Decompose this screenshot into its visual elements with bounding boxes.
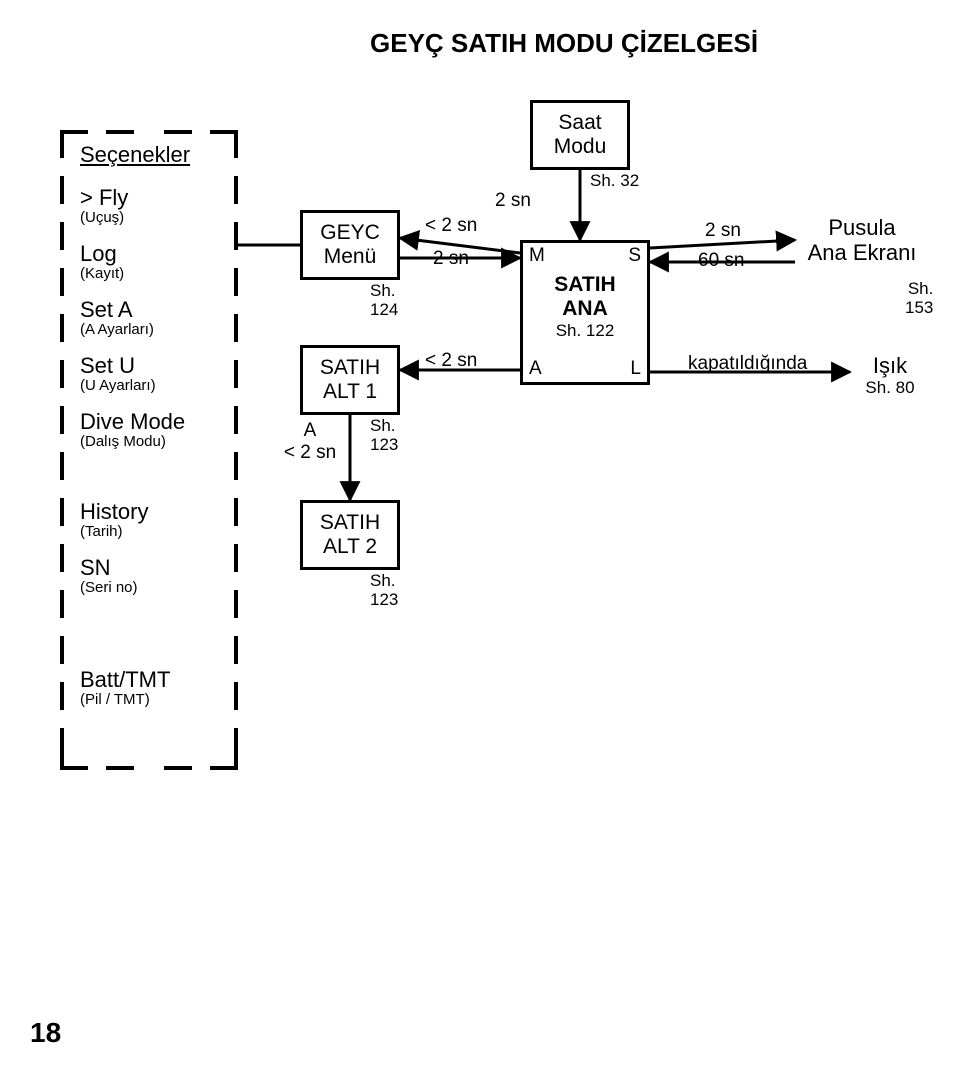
ana-corner-l: L <box>630 358 641 380</box>
option-sub: (Uçuş) <box>80 210 128 227</box>
ana-corner-a: A <box>529 358 542 380</box>
option-sn: SN (Seri no) <box>80 556 138 597</box>
option-fly: > Fly (Uçuş) <box>80 186 128 227</box>
geyc-line1: GEYC <box>303 221 397 245</box>
ana-line1: SATIH <box>523 273 647 297</box>
options-heading: Seçenekler <box>80 142 190 168</box>
ana-line2: ANA <box>523 297 647 321</box>
lbl-geyc-bot: 2 sn <box>433 248 469 270</box>
option-batt: Batt/TMT (Pil / TMT) <box>80 668 170 709</box>
box-satih-alt1: SATIH ALT 1 <box>300 345 400 415</box>
lbl-geyc-top: < 2 sn <box>425 215 477 237</box>
option-dive: Dive Mode (Dalış Modu) <box>80 410 185 451</box>
lbl-isik: kapatıldığında <box>688 353 807 375</box>
option-label: Set A <box>80 297 133 322</box>
option-seta: Set A (A Ayarları) <box>80 298 154 339</box>
pusula-label: Pusula Ana Ekranı <box>797 215 927 266</box>
option-sub: (U Ayarları) <box>80 378 156 395</box>
pusula-line2: Ana Ekranı <box>797 240 927 265</box>
option-label: SN <box>80 555 111 580</box>
option-sub: (Tarih) <box>80 524 148 541</box>
option-sub: (Seri no) <box>80 580 138 597</box>
isik-line1: Işık <box>855 353 925 378</box>
box-geyc-menu: GEYC Menü <box>300 210 400 280</box>
saat-line2: Modu <box>533 135 627 159</box>
option-label: History <box>80 499 148 524</box>
box-satih-ana: M S A L SATIH ANA Sh. 122 <box>520 240 650 385</box>
page-number: 18 <box>30 1017 61 1049</box>
ana-corner-m: M <box>529 245 545 267</box>
alt2-line2: ALT 2 <box>303 535 397 559</box>
page: GEYÇ SATIH MODU ÇİZELGESİ <box>0 0 960 1069</box>
alt1-line1: SATIH <box>303 356 397 380</box>
geyc-sh: Sh. 124 <box>370 282 398 319</box>
lbl-A: A <box>280 420 340 442</box>
isik-sh: Sh. 80 <box>855 378 925 398</box>
lbl-pusula-top: 2 sn <box>705 220 741 242</box>
option-label: Log <box>80 241 117 266</box>
lbl-pusula-bot: 60 sn <box>698 250 744 272</box>
alt1-line2: ALT 1 <box>303 380 397 404</box>
option-sub: (Pil / TMT) <box>80 692 170 709</box>
ana-sh: Sh. 122 <box>523 321 647 341</box>
geyc-line2: Menü <box>303 245 397 269</box>
option-label: Dive Mode <box>80 409 185 434</box>
option-label: Set U <box>80 353 135 378</box>
lbl-alt1-down: A < 2 sn <box>280 420 340 464</box>
option-sub: (Kayıt) <box>80 266 124 283</box>
lbl-t: < 2 sn <box>280 442 340 464</box>
ana-corner-s: S <box>628 245 641 267</box>
option-history: History (Tarih) <box>80 500 148 541</box>
option-sub: (Dalış Modu) <box>80 434 185 451</box>
isik-label: Işık Sh. 80 <box>855 353 925 398</box>
option-label: Batt/TMT <box>80 667 170 692</box>
option-setu: Set U (U Ayarları) <box>80 354 156 395</box>
saat-sh: Sh. 32 <box>590 172 639 191</box>
alt1-sh: Sh. 123 <box>370 417 398 454</box>
option-sub: (A Ayarları) <box>80 322 154 339</box>
lbl-alt1: < 2 sn <box>425 350 477 372</box>
lbl-saat: 2 sn <box>495 190 531 212</box>
option-label: > Fly <box>80 185 128 210</box>
pusula-sh: Sh. 153 <box>905 280 933 317</box>
alt2-sh: Sh. 123 <box>370 572 398 609</box>
alt2-line1: SATIH <box>303 511 397 535</box>
box-saat-modu: Saat Modu <box>530 100 630 170</box>
box-satih-alt2: SATIH ALT 2 <box>300 500 400 570</box>
page-title: GEYÇ SATIH MODU ÇİZELGESİ <box>370 28 758 59</box>
option-log: Log (Kayıt) <box>80 242 124 283</box>
saat-line1: Saat <box>533 111 627 135</box>
pusula-line1: Pusula <box>797 215 927 240</box>
